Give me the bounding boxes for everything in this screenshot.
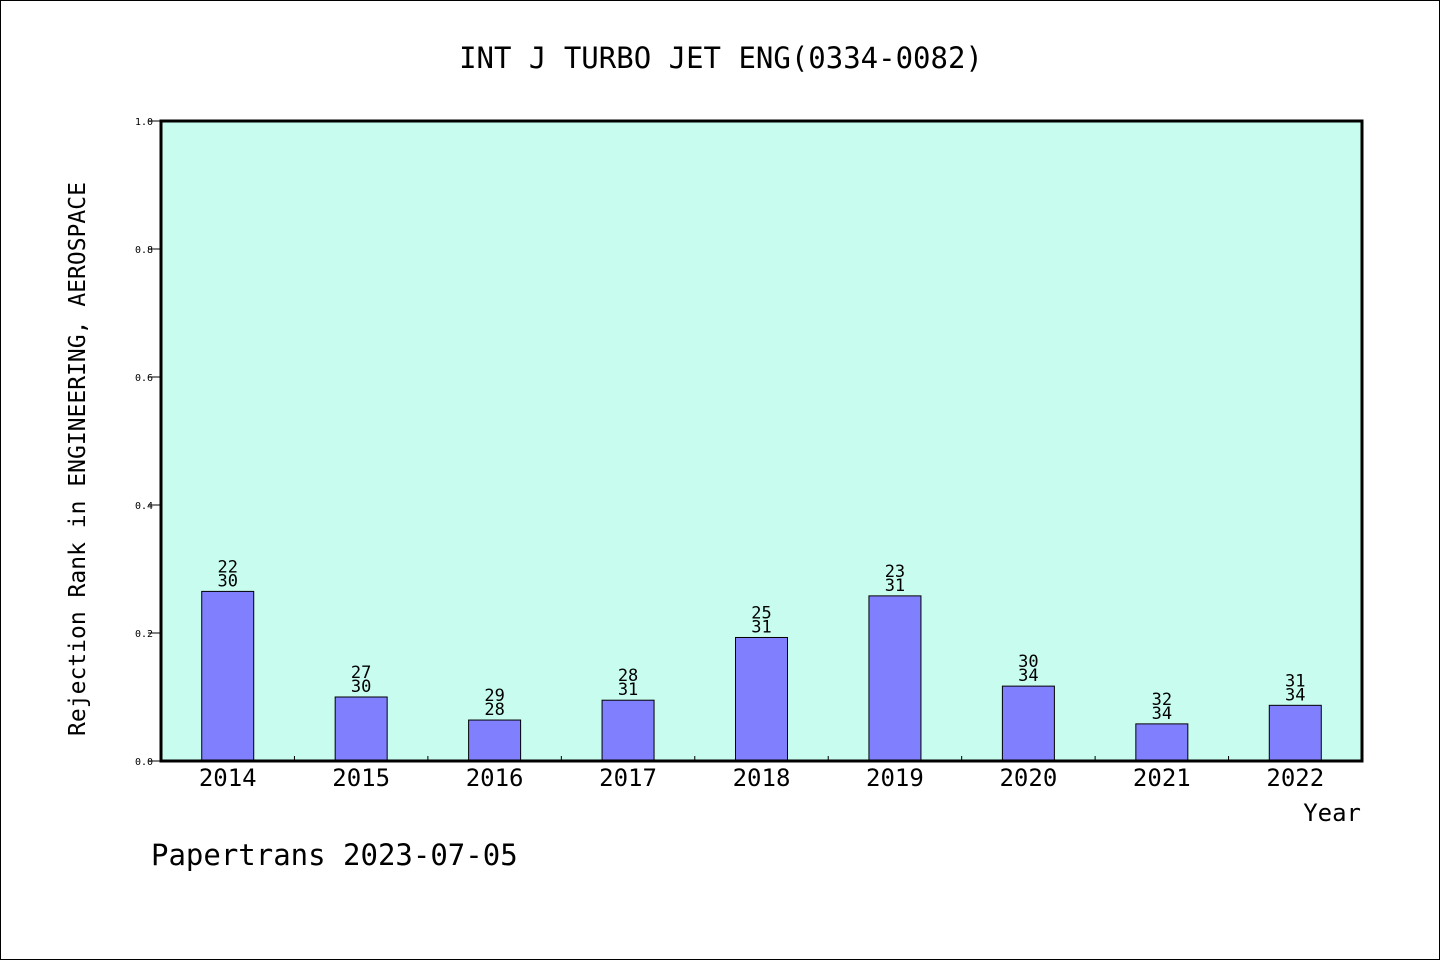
- plot-border: [159, 119, 1364, 763]
- x-axis: 2014 2015 2016 2017 2018 2019 2020 2021 2022: [199, 756, 1324, 792]
- y-tick-label-1.0: 1.0: [135, 117, 153, 128]
- x-axis-label: Year: [1303, 799, 1361, 827]
- bar-label-bottom-2017: 31: [618, 680, 638, 700]
- bar-label-top-2021: 32: [1152, 690, 1172, 710]
- x-tick-label-2022: 2022: [1266, 764, 1324, 792]
- y-tick-label-0.0: 0.0: [135, 757, 153, 768]
- y-tick-label-0.4: 0.4: [135, 501, 153, 512]
- y-tick-label-0.8: 0.8: [135, 245, 153, 256]
- bar-label-top-2019: 23: [885, 562, 905, 582]
- bar-2019: [868, 595, 922, 762]
- bar-label-bottom-2015: 30: [351, 677, 371, 697]
- x-tick-label-2016: 2016: [466, 764, 524, 792]
- bar-2015: [334, 696, 388, 762]
- bar-label-top-2020: 30: [1018, 652, 1038, 672]
- bar-label-top-2015: 27: [351, 663, 371, 683]
- bar-label-bottom-2022: 34: [1285, 685, 1305, 705]
- bar-2020: [1001, 685, 1055, 762]
- chart-title: INT J TURBO JET ENG(0334-0082): [459, 41, 983, 75]
- bar-label-bottom-2019: 31: [885, 576, 905, 596]
- x-tick-label-2014: 2014: [199, 764, 257, 792]
- y-tick-label-0.6: 0.6: [135, 373, 153, 384]
- y-axis-label: Rejection Rank in ENGINEERING, AEROSPACE: [65, 182, 91, 736]
- x-tick-label-2019: 2019: [866, 764, 924, 792]
- bar-label-top-2014: 22: [217, 557, 237, 577]
- bar-label-bottom-2021: 34: [1152, 704, 1172, 724]
- x-tick-label-2017: 2017: [599, 764, 657, 792]
- x-tick-label-2020: 2020: [999, 764, 1057, 792]
- bar-label-top-2017: 28: [618, 666, 638, 686]
- y-tick-label-0.2: 0.2: [135, 629, 153, 640]
- bar-label-bottom-2016: 28: [484, 700, 504, 720]
- bar-label-top-2018: 25: [751, 603, 771, 623]
- bar-2022: [1268, 704, 1322, 762]
- bar-label-bottom-2018: 31: [751, 617, 771, 637]
- x-tick-label-2021: 2021: [1133, 764, 1191, 792]
- x-tick-label-2018: 2018: [733, 764, 791, 792]
- x-tick-label-2015: 2015: [332, 764, 390, 792]
- bar-label-bottom-2014: 30: [217, 571, 237, 591]
- footer-credit: Papertrans 2023-07-05: [151, 838, 518, 872]
- bar-2021: [1135, 723, 1189, 762]
- bars-group: [201, 590, 1322, 762]
- bar-2016: [468, 719, 522, 762]
- bar-2014: [201, 590, 255, 762]
- y-axis: 0.0 0.2 0.4 0.6 0.8 1.0: [135, 117, 161, 768]
- bar-2018: [735, 636, 788, 762]
- bar-label-bottom-2020: 34: [1018, 666, 1038, 686]
- bar-label-top-2022: 31: [1285, 671, 1305, 691]
- bar-label-top-2016: 29: [484, 686, 504, 706]
- bar-2017: [601, 699, 655, 762]
